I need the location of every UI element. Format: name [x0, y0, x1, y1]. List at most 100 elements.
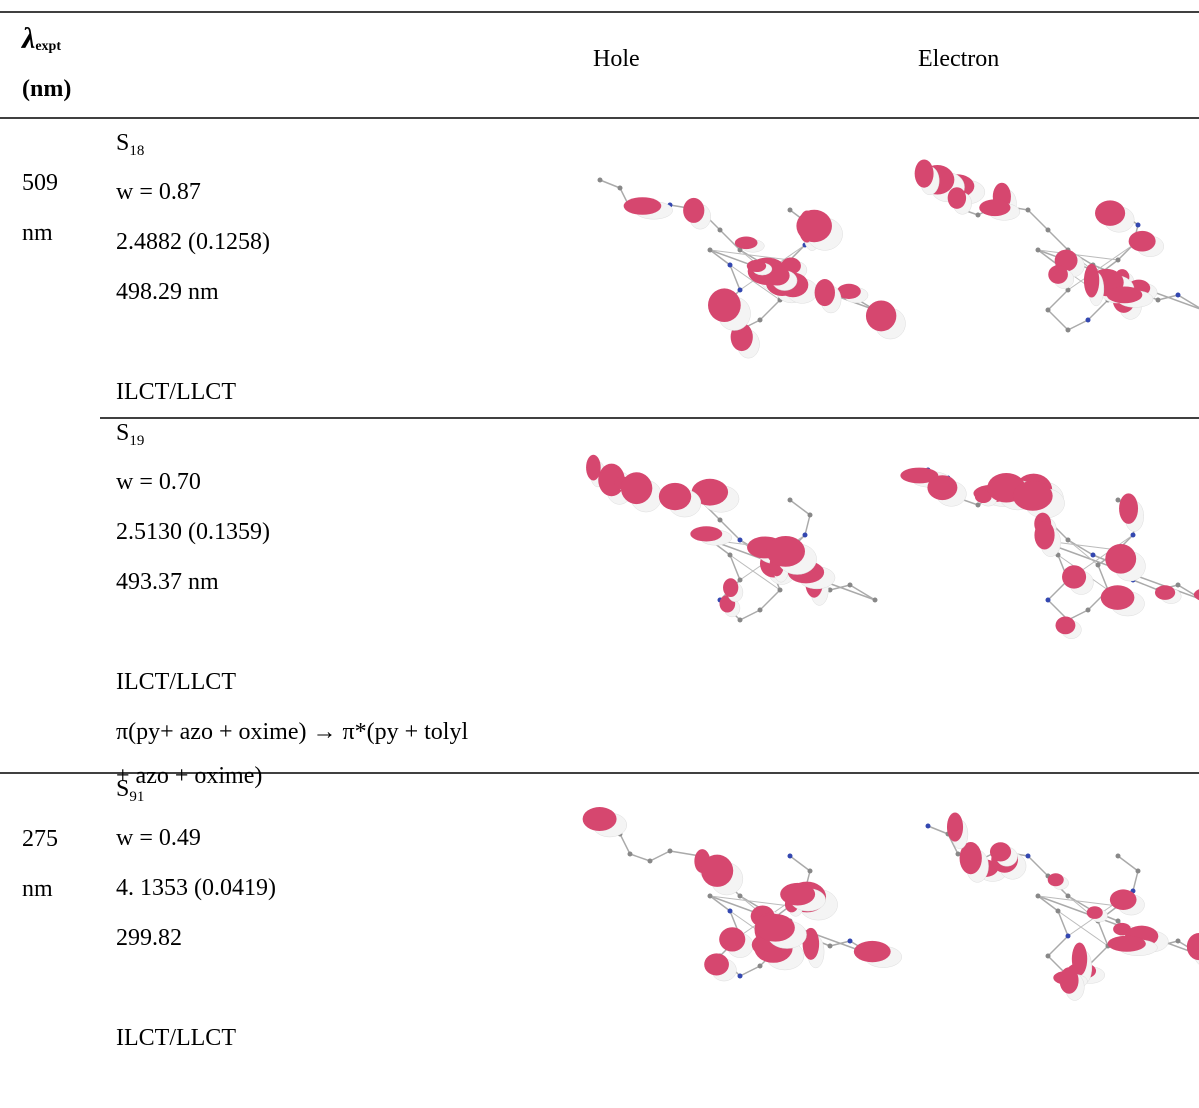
- state-sub: 18: [129, 143, 144, 159]
- atom: [788, 498, 793, 503]
- atom: [758, 318, 763, 323]
- bond: [740, 610, 760, 620]
- lobe: [735, 237, 758, 250]
- atom: [848, 939, 853, 944]
- bond: [790, 500, 810, 515]
- lobe: [1034, 521, 1054, 550]
- lobe: [701, 855, 733, 887]
- bond: [1068, 320, 1088, 330]
- lambda-value: 275: [22, 826, 58, 852]
- atom: [728, 909, 733, 914]
- energy: 4. 1353 (0.0419): [116, 875, 276, 901]
- atom: [1091, 553, 1096, 558]
- orbital-image: [586, 455, 877, 623]
- state-label: S18: [116, 130, 144, 159]
- lobe: [723, 578, 738, 597]
- atom: [738, 618, 743, 623]
- atom: [803, 533, 808, 538]
- atom: [808, 513, 813, 518]
- lobe: [624, 197, 662, 215]
- atom: [1086, 318, 1091, 323]
- state-sub: 19: [129, 433, 144, 449]
- lambda-unit: nm: [22, 876, 53, 902]
- lobe: [1095, 200, 1125, 225]
- atom: [1156, 298, 1161, 303]
- lobe: [1107, 287, 1143, 304]
- atom: [828, 944, 833, 949]
- atom: [1116, 258, 1121, 263]
- atom: [1136, 869, 1141, 874]
- atom: [618, 186, 623, 191]
- lobe: [866, 300, 896, 331]
- atom: [808, 869, 813, 874]
- atom: [788, 208, 793, 213]
- transition-type: ILCT/LLCT: [116, 379, 236, 405]
- bond: [760, 590, 780, 610]
- lobe: [948, 187, 966, 209]
- lobe: [1187, 933, 1199, 960]
- orbital-image: [926, 812, 1199, 1000]
- atom: [628, 852, 633, 857]
- lobe: [1048, 873, 1064, 886]
- atom: [1116, 498, 1121, 503]
- lobe: [1194, 588, 1199, 602]
- bond: [1048, 290, 1068, 310]
- lobe: [1110, 889, 1137, 910]
- energy: 2.5130 (0.1359): [116, 519, 270, 545]
- bond: [760, 300, 780, 320]
- lobe: [780, 883, 815, 906]
- lambda-value: 509: [22, 170, 58, 196]
- atom: [648, 859, 653, 864]
- atom: [718, 228, 723, 233]
- state: S: [116, 776, 129, 802]
- bond: [928, 826, 948, 834]
- atom: [848, 583, 853, 588]
- bond: [1048, 230, 1068, 250]
- orbital-image: [915, 159, 1199, 332]
- atom: [1056, 909, 1061, 914]
- atom: [873, 598, 878, 603]
- lobe: [1105, 544, 1136, 574]
- atom: [738, 894, 743, 899]
- bond: [1118, 856, 1138, 871]
- lobe: [766, 536, 805, 567]
- weight: w = 0.87: [116, 179, 201, 205]
- atom: [976, 213, 981, 218]
- lobe: [583, 807, 617, 831]
- weight: w = 0.49: [116, 825, 201, 851]
- atom: [668, 849, 673, 854]
- atom: [708, 248, 713, 253]
- lobe: [586, 455, 601, 481]
- atom: [758, 964, 763, 969]
- atom: [1046, 598, 1051, 603]
- lobe: [979, 199, 1010, 216]
- description: + azo + oxime): [116, 763, 262, 789]
- lobe: [1087, 906, 1103, 919]
- bond: [620, 834, 630, 854]
- atom: [1096, 563, 1101, 568]
- bond: [650, 851, 670, 861]
- lobe: [621, 472, 652, 504]
- atom: [1176, 583, 1181, 588]
- lobe: [1129, 231, 1156, 252]
- state: S: [116, 130, 129, 156]
- atom: [718, 518, 723, 523]
- subscript: expt: [35, 39, 61, 54]
- table-page: λexpt (nm) Hole Electron 509nmS18w = 0.8…: [0, 0, 1199, 1108]
- bond: [630, 854, 650, 861]
- atom: [1066, 538, 1071, 543]
- lobe: [747, 260, 766, 272]
- atom: [738, 288, 743, 293]
- bond: [600, 180, 620, 188]
- orbital-image: [583, 807, 902, 981]
- bond: [1028, 856, 1048, 876]
- atom: [728, 553, 733, 558]
- lobe: [854, 941, 891, 962]
- atom: [1026, 854, 1031, 859]
- lobe: [708, 288, 741, 322]
- weight: w = 0.70: [116, 469, 201, 495]
- lobe: [659, 483, 691, 510]
- atom: [926, 824, 931, 829]
- lobe: [1062, 565, 1086, 588]
